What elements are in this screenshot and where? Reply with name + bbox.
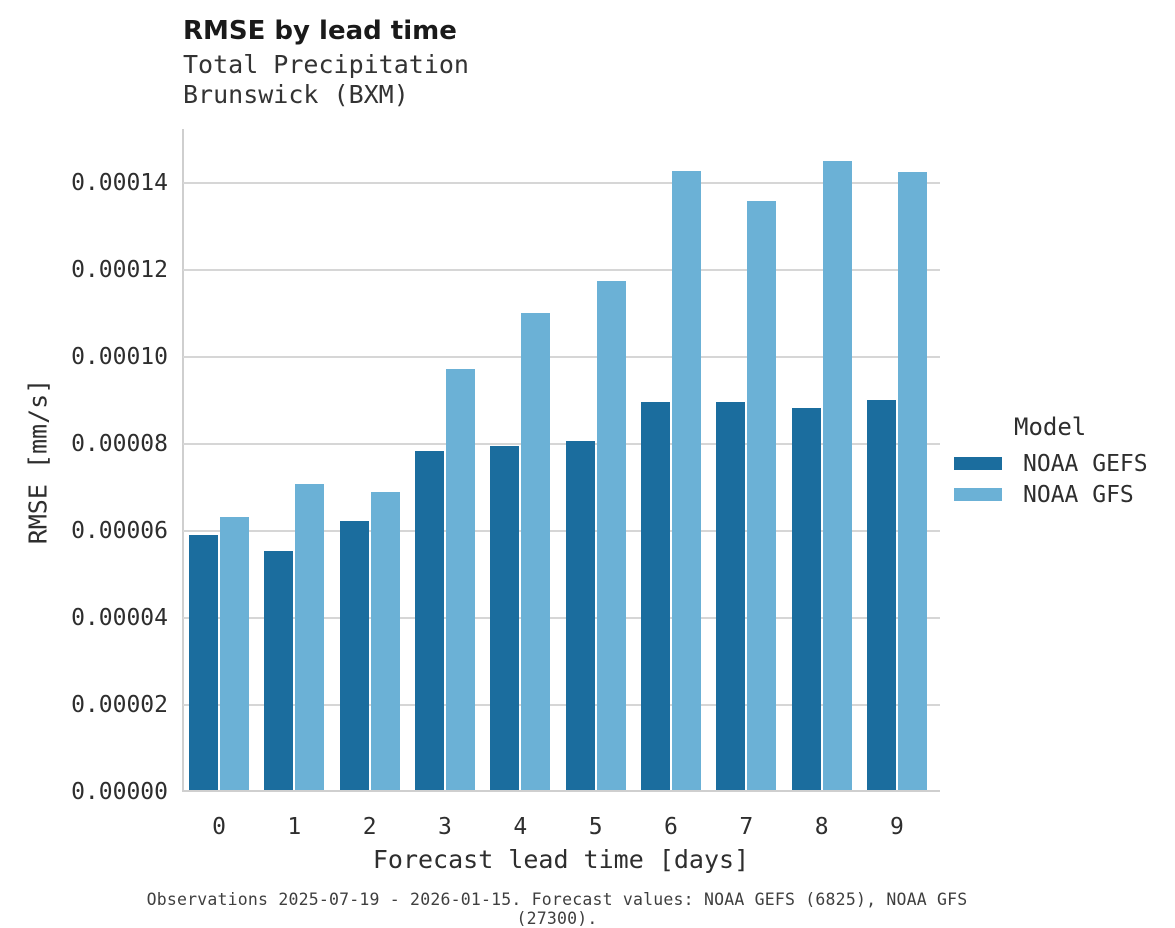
bar-noaa-gfs-day-2 — [370, 492, 400, 790]
x-tick-label-9: 9 — [890, 814, 904, 840]
gridline-0.00004 — [183, 617, 940, 619]
y-tick-label-0.00010: 0.00010 — [71, 344, 168, 370]
x-axis-spine — [182, 790, 940, 792]
x-tick-label-6: 6 — [664, 814, 678, 840]
chart-title: RMSE by lead time — [183, 16, 457, 46]
x-tick-label-8: 8 — [814, 814, 829, 840]
bar-noaa-gfs-day-6 — [671, 171, 701, 790]
y-axis-spine — [182, 129, 184, 792]
bar-noaa-gfs-day-3 — [445, 369, 475, 790]
caption-observations: Observations 2025-07-19 - 2026-01-15. Fo… — [146, 890, 968, 928]
y-tick-label-0.00006: 0.00006 — [71, 518, 168, 544]
gridline-0.00002 — [183, 704, 940, 706]
y-tick-label-0.00014: 0.00014 — [71, 170, 168, 196]
y-tick-label-0.00002: 0.00002 — [71, 692, 168, 718]
y-axis-label: RMSE [mm/s] — [23, 378, 53, 545]
plot-area — [182, 129, 940, 792]
y-tick-label-0.00000: 0.00000 — [71, 779, 168, 805]
bar-noaa-gfs-day-4 — [521, 313, 551, 790]
x-tick-label-2: 2 — [362, 814, 377, 840]
x-tick-label-5: 5 — [588, 814, 603, 840]
gridline-0.00008 — [183, 443, 940, 445]
x-axis-label: Forecast lead time [days] — [372, 845, 750, 874]
legend-label-noaa-gfs: NOAA GFS — [1023, 482, 1134, 508]
legend-label-noaa-gefs: NOAA GEFS — [1023, 451, 1148, 477]
x-tick-label-3: 3 — [438, 814, 452, 840]
bar-noaa-gfs-day-7 — [747, 201, 777, 790]
gridline-0.00006 — [183, 530, 940, 532]
x-tick-label-7: 7 — [739, 814, 754, 840]
bar-noaa-gfs-day-5 — [596, 281, 626, 790]
bar-noaa-gefs-day-6 — [640, 402, 670, 790]
bar-noaa-gfs-day-9 — [897, 172, 927, 790]
chart-subtitle-station: Brunswick (BXM) — [183, 80, 409, 109]
x-tick-label-0: 0 — [212, 814, 226, 840]
legend-swatch-noaa-gfs — [954, 488, 1002, 501]
chart-subtitle-variable: Total Precipitation — [183, 50, 469, 79]
y-tick-label-0.00012: 0.00012 — [71, 257, 168, 283]
bar-noaa-gefs-day-5 — [565, 441, 595, 790]
bar-noaa-gfs-day-8 — [822, 161, 852, 790]
bar-noaa-gefs-day-4 — [490, 446, 520, 790]
bar-noaa-gefs-day-2 — [339, 521, 369, 790]
y-tick-label-0.00004: 0.00004 — [71, 605, 168, 631]
bar-noaa-gefs-day-3 — [414, 451, 444, 790]
bar-noaa-gfs-day-1 — [295, 484, 325, 790]
gridline-0.00012 — [183, 269, 940, 271]
x-tick-label-4: 4 — [513, 814, 528, 840]
bar-noaa-gfs-day-0 — [220, 517, 249, 790]
gridline-0.00010 — [183, 356, 940, 358]
bar-noaa-gefs-day-9 — [866, 400, 896, 790]
legend-title: Model — [1014, 413, 1087, 441]
bar-noaa-gefs-day-0 — [189, 535, 218, 790]
x-tick-label-1: 1 — [287, 814, 302, 840]
bar-noaa-gefs-day-7 — [716, 402, 746, 790]
gridline-0.00014 — [183, 182, 940, 184]
bar-noaa-gefs-day-1 — [264, 551, 294, 790]
legend-swatch-noaa-gefs — [954, 457, 1002, 470]
bar-noaa-gefs-day-8 — [791, 408, 821, 790]
y-tick-label-0.00008: 0.00008 — [71, 431, 168, 457]
